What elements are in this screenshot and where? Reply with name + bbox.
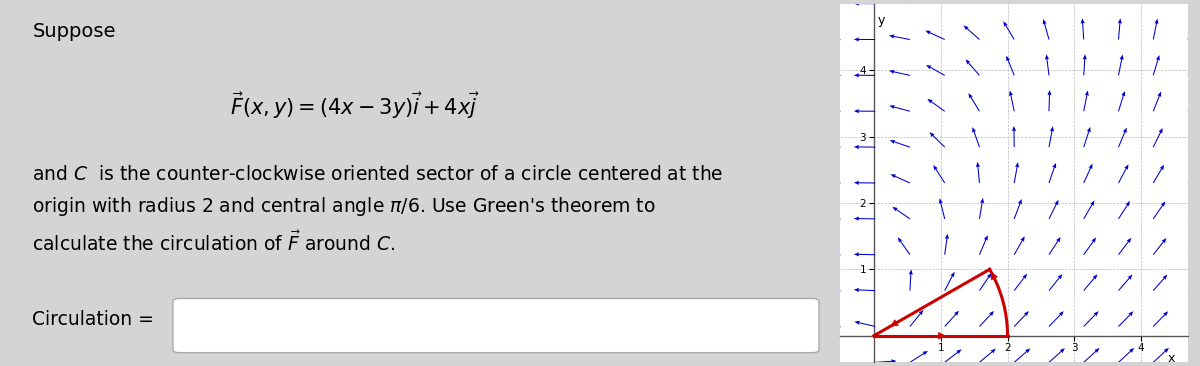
Text: Suppose: Suppose bbox=[32, 22, 116, 41]
Text: y: y bbox=[877, 14, 884, 27]
Text: x: x bbox=[1168, 352, 1176, 365]
Text: and $C$  is the counter-clockwise oriented sector of a circle centered at the
or: and $C$ is the counter-clockwise oriente… bbox=[32, 165, 724, 255]
FancyBboxPatch shape bbox=[173, 299, 818, 353]
Text: Circulation =: Circulation = bbox=[32, 310, 155, 329]
Text: $\vec{F}(x, y) = (4x - 3y)\vec{i} + 4x\vec{j}$: $\vec{F}(x, y) = (4x - 3y)\vec{i} + 4x\v… bbox=[230, 90, 480, 120]
